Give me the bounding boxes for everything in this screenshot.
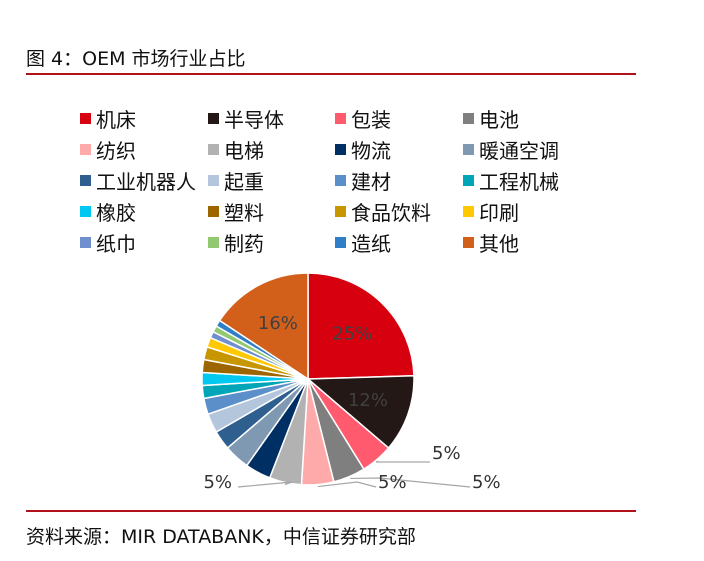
data-label: 12% [348,390,388,411]
legend-item: 塑料 [208,197,264,226]
legend-swatch [335,206,346,217]
legend-swatch [208,206,219,217]
data-label: 16% [258,313,298,334]
legend-item: 纺织 [80,135,136,164]
legend-item: 食品饮料 [335,197,431,226]
legend-swatch [80,175,91,186]
legend-swatch [335,113,346,124]
legend-label: 工业机器人 [96,170,196,194]
source-divider [26,510,636,512]
legend-swatch [80,237,91,248]
legend-swatch [335,237,346,248]
title-divider [26,73,636,75]
legend-label: 电梯 [224,139,264,163]
leader-line [350,477,471,488]
pie-slice [307,272,415,380]
legend-item: 造纸 [335,228,391,257]
legend-swatch [463,237,474,248]
leader-line [375,460,430,463]
legend-item: 建材 [335,166,391,195]
legend-item: 起重 [208,166,264,195]
legend-item: 机床 [80,104,136,133]
legend-label: 建材 [351,170,391,194]
legend-swatch [80,144,91,155]
legend-label: 造纸 [351,232,391,256]
legend-item: 电池 [463,104,519,133]
legend-swatch [335,175,346,186]
legend-label: 起重 [224,170,264,194]
legend-label: 塑料 [224,201,264,225]
legend-item: 印刷 [463,197,519,226]
legend-label: 机床 [96,108,136,132]
legend-item: 工业机器人 [80,166,196,195]
data-label: 5% [378,472,407,493]
legend-item: 包装 [335,104,391,133]
legend-swatch [463,175,474,186]
legend-swatch [208,237,219,248]
legend-item: 纸巾 [80,228,136,257]
legend-swatch [463,144,474,155]
legend-item: 半导体 [208,104,284,133]
legend-swatch [463,113,474,124]
legend-label: 食品饮料 [351,201,431,225]
legend-label: 电池 [479,108,519,132]
leader-line [317,481,377,488]
legend-item: 制药 [208,228,264,257]
legend-label: 工程机械 [479,170,559,194]
chart-title: 图 4：OEM 市场行业占比 [26,48,246,70]
legend-swatch [208,175,219,186]
legend-swatch [80,206,91,217]
data-label: 5% [432,443,461,464]
legend-item: 电梯 [208,135,264,164]
data-label: 25% [332,323,372,344]
legend-label: 橡胶 [96,201,136,225]
legend-label: 纸巾 [96,232,136,256]
legend-item: 其他 [463,228,519,257]
leader-line [237,481,293,488]
legend-swatch [208,113,219,124]
legend-label: 纺织 [96,139,136,163]
legend-swatch [463,206,474,217]
legend-label: 制药 [224,232,264,256]
legend-item: 物流 [335,135,391,164]
legend-label: 印刷 [479,201,519,225]
legend-swatch [80,113,91,124]
legend-label: 其他 [479,232,519,256]
legend-label: 暖通空调 [479,139,559,163]
legend-item: 工程机械 [463,166,559,195]
legend-swatch [208,144,219,155]
source-note: 资料来源：MIR DATABANK，中信证券研究部 [26,526,416,548]
legend-label: 半导体 [224,108,284,132]
data-label: 5% [472,472,501,493]
pie-slice [306,374,415,450]
legend-swatch [335,144,346,155]
data-label: 5% [203,472,232,493]
pie-slice [218,272,309,381]
legend-label: 包装 [351,108,391,132]
legend-label: 物流 [351,139,391,163]
legend-item: 橡胶 [80,197,136,226]
legend-item: 暖通空调 [463,135,559,164]
